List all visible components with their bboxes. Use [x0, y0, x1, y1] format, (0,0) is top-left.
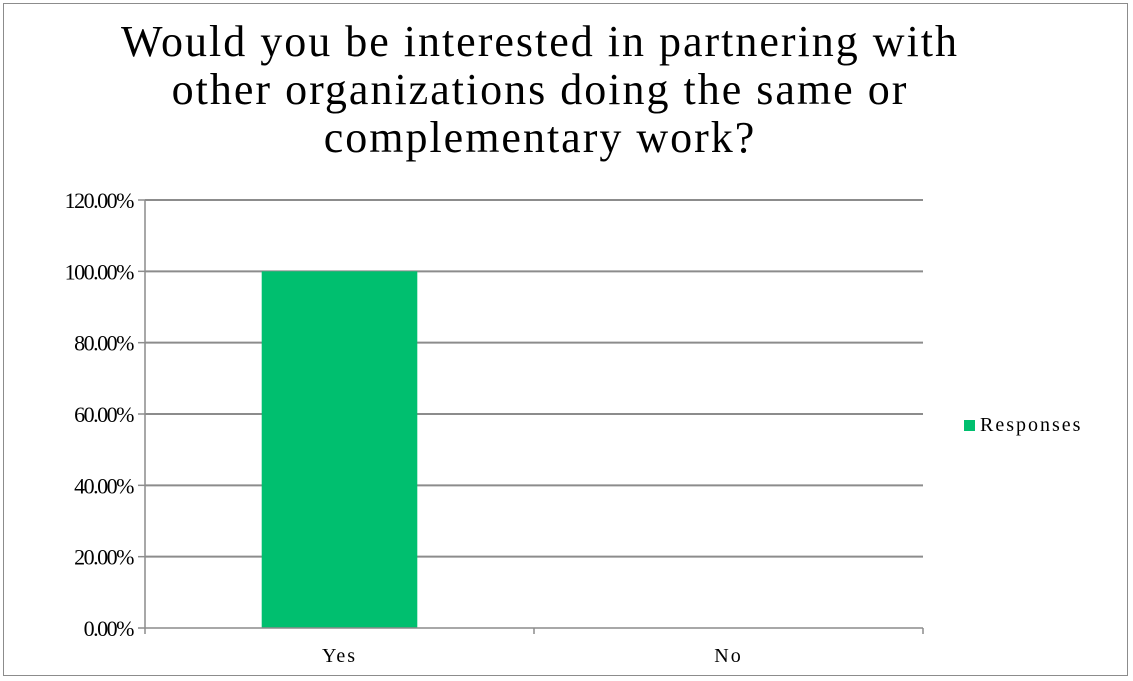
bars: [261, 271, 418, 628]
y-tick-label: 120.00%: [65, 188, 135, 213]
bar-yes: [261, 271, 418, 628]
chart-frame: [3, 3, 1128, 676]
y-tick-label: 20.00%: [74, 545, 134, 570]
y-tick-label: 80.00%: [74, 331, 134, 356]
axes: [138, 199, 924, 634]
legend-label-responses: Responses: [980, 414, 1083, 436]
legend-swatch-responses: [964, 420, 975, 431]
chart-title: Would you be interested in partnering wi…: [120, 17, 960, 162]
x-category-label: Yes: [322, 645, 357, 667]
legend: Responses: [964, 414, 1082, 437]
y-tick-label: 0.00%: [84, 616, 135, 641]
y-tick-label: 100.00%: [65, 259, 135, 284]
y-tick-label: 60.00%: [74, 402, 134, 427]
x-category-labels: Yes No: [322, 645, 742, 667]
y-tick-labels: 0.00% 20.00% 40.00% 60.00% 80.00% 100.00% 120.…: [65, 188, 136, 641]
y-tick-label: 40.00%: [74, 473, 134, 498]
x-category-label: No: [714, 645, 742, 667]
